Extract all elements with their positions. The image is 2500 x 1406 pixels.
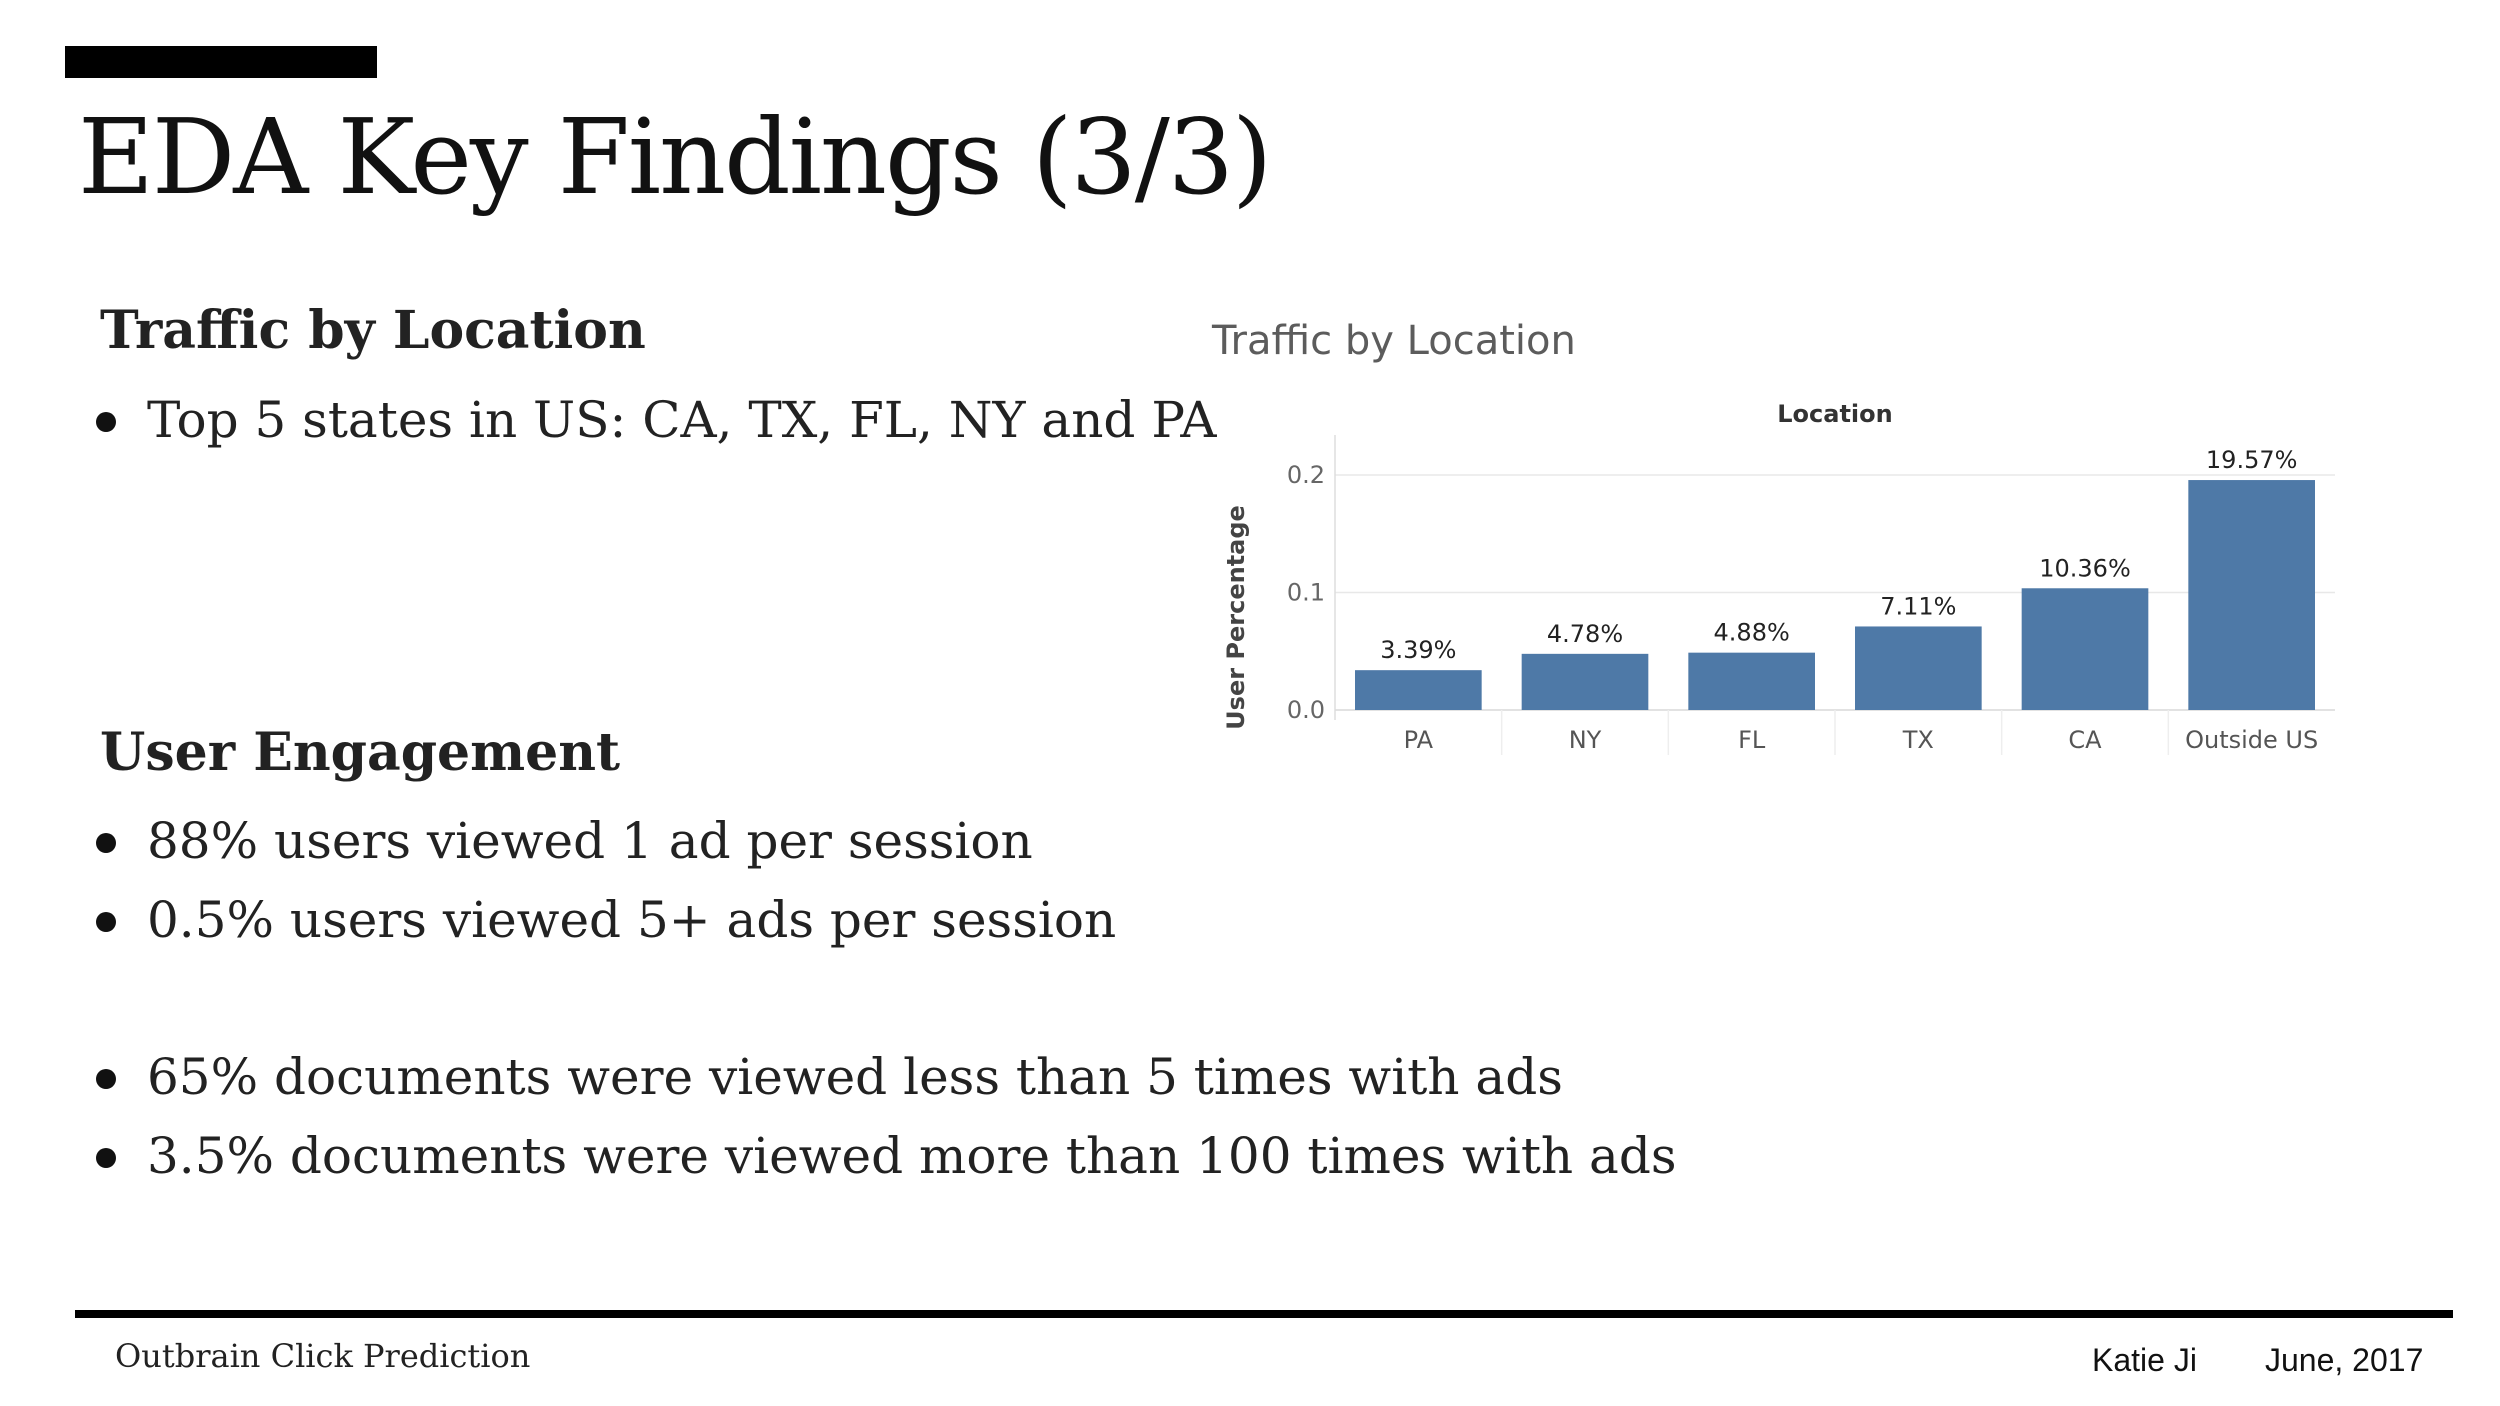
bar-ca <box>2021 588 2149 710</box>
traffic-chart: Traffic by Location Location User Percent… <box>1200 310 2340 770</box>
x-tick-label: TX <box>1902 726 1934 754</box>
bullet-dot-icon <box>96 1069 116 1089</box>
traffic-section-heading: Traffic by Location <box>100 300 646 361</box>
y-tick-label: 0.2 <box>1287 461 1325 489</box>
x-tick-label: Outside US <box>2185 726 2318 754</box>
footer-divider <box>75 1310 2453 1318</box>
bullet-dot-icon <box>96 412 116 432</box>
footer-author: Katie Ji <box>2092 1342 2197 1378</box>
bar-pa <box>1355 670 1482 710</box>
bar-chart-svg: Location User Percentage 0.2 0.1 0.0 3.39% PA 4… <box>1222 400 2335 755</box>
engagement-bullet-list-1: 88% users viewed 1 ad per session 0.5% u… <box>92 802 1116 960</box>
footer-project-name: Outbrain Click Prediction <box>115 1337 531 1375</box>
x-tick-label: NY <box>1569 726 1602 754</box>
title-accent-bar <box>65 46 377 78</box>
chart-title: Traffic by Location <box>1212 318 1576 364</box>
traffic-bullet-list: Top 5 states in US: CA, TX, FL, NY and P… <box>92 381 1216 460</box>
traffic-bullet-text: Top 5 states in US: CA, TX, FL, NY and P… <box>147 391 1217 449</box>
engagement-bullet-text: 3.5% documents were viewed more than 100… <box>147 1127 1677 1185</box>
data-label: 19.57% <box>2206 446 2298 474</box>
bar-fl <box>1688 652 1815 710</box>
x-tick-label: CA <box>2068 726 2102 754</box>
data-label: 4.88% <box>1714 619 1790 647</box>
bullet-dot-icon <box>96 1148 116 1168</box>
data-label: 10.36% <box>2039 554 2131 582</box>
engagement-bullet-text: 88% users viewed 1 ad per session <box>147 812 1033 870</box>
y-tick-label: 0.0 <box>1287 696 1325 724</box>
engagement-bullet-text: 65% documents were viewed less than 5 ti… <box>147 1048 1563 1106</box>
engagement-bullet-item: 3.5% documents were viewed more than 100… <box>92 1117 1677 1196</box>
bullet-dot-icon <box>96 912 116 932</box>
engagement-bullet-item: 88% users viewed 1 ad per session <box>92 802 1116 881</box>
y-axis-label: User Percentage <box>1222 505 1250 730</box>
x-tick-label: PA <box>1404 726 1434 754</box>
x-tick-label: FL <box>1738 726 1766 754</box>
engagement-bullet-item: 0.5% users viewed 5+ ads per session <box>92 881 1116 960</box>
engagement-bullet-list-2: 65% documents were viewed less than 5 ti… <box>92 1038 1677 1196</box>
y-tick-label: 0.1 <box>1287 579 1325 607</box>
footer-date: June, 2017 <box>2265 1342 2424 1378</box>
chart-column-header: Location <box>1777 400 1892 428</box>
engagement-bullet-item: 65% documents were viewed less than 5 ti… <box>92 1038 1677 1117</box>
engagement-section-heading: User Engagement <box>100 722 621 783</box>
engagement-bullet-text: 0.5% users viewed 5+ ads per session <box>147 891 1117 949</box>
bar-tx <box>1855 626 1982 710</box>
data-label: 3.39% <box>1380 636 1456 664</box>
data-label: 7.11% <box>1880 592 1956 620</box>
data-label: 4.78% <box>1547 620 1623 648</box>
bullet-dot-icon <box>96 833 116 853</box>
bar-outside-us <box>2188 480 2315 710</box>
slide-title: EDA Key Findings (3/3) <box>78 96 1272 218</box>
bar-ny <box>1521 653 1649 710</box>
traffic-bullet-item: Top 5 states in US: CA, TX, FL, NY and P… <box>92 381 1216 460</box>
